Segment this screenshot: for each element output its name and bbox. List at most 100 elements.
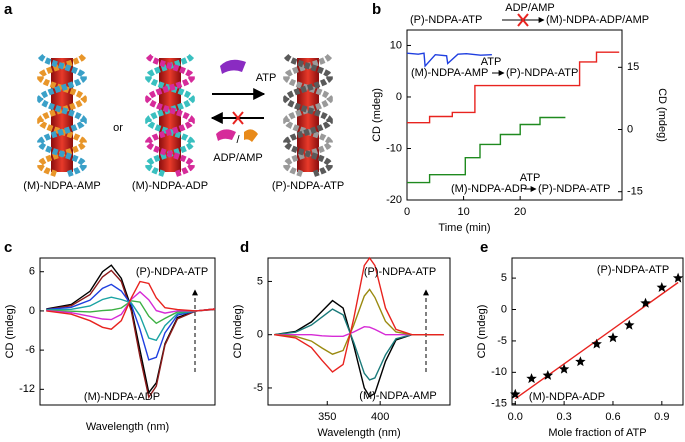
molecule-label: (M)-NDPA-AMP [23,180,100,192]
x-tick-label: 0.9 [654,411,669,423]
x-tick-label: 350 [318,411,336,423]
helix-strand [37,53,87,177]
y2-tick-label: 0 [627,123,633,135]
y-axis-label: CD (mdeg) [232,305,244,359]
panel-label: d [240,239,249,256]
x-tick-label: 0 [404,206,410,218]
y-tick-label: 0 [29,305,35,317]
data-point [672,272,684,283]
data-point [542,370,554,380]
annotation: (M)-NDPA-ADP [84,391,160,403]
data-point [575,356,586,367]
series-line [46,300,216,325]
series-line [46,264,216,395]
series-line [46,280,216,330]
reagent-label: ATP [256,72,277,84]
or-label: or [113,122,123,134]
panel-label: e [480,239,488,256]
annotation: (P)-NDPA-ATP [538,183,610,195]
series-line [46,290,216,321]
helix-core [51,58,73,172]
y-tick-label: 6 [29,266,35,278]
annotation: (P)-NDPA-ATP [410,14,482,26]
annotation: (M)-NDPA-AMP [411,67,488,79]
b-decoration [192,13,545,372]
panel-label: a [4,1,13,18]
blocked-mark [517,13,529,27]
y-tick-label: -5 [497,335,507,347]
helix-strand [145,53,195,177]
annotation: (M)-NDPA-ADP/AMP [546,14,649,26]
series-line [46,296,216,342]
series-line [406,52,492,68]
y-tick-label: -6 [25,344,35,356]
x-axis-label: Wavelength (nm) [86,421,169,433]
data-point [624,319,635,330]
y2-axis-label: CD (mdeg) [656,88,668,142]
y-tick-label: 10 [390,39,402,51]
molecule-label: (P)-NDPA-ATP [272,180,344,192]
x-axis-label: Wavelength (nm) [317,427,400,439]
data-point [510,388,521,399]
x-tick-label: 20 [514,206,526,218]
annotation: ATP [520,172,541,184]
y-axis-label: CD (mdeg) [371,88,383,142]
series-line [274,299,444,398]
slash: / [236,134,240,146]
molecule-label: (M)-NDPA-ADP [132,180,208,192]
y-tick-label: 5 [501,272,507,284]
data-point [607,332,619,343]
series-line [274,308,444,381]
helix-core [297,58,319,172]
atp-icon [220,59,246,74]
y-tick-label: 0 [396,91,402,103]
y-tick-label: -10 [491,366,507,378]
x-tick-label: 0.0 [508,411,523,423]
x-tick-label: 400 [371,411,389,423]
annotation: (P)-NDPA-ATP [136,266,208,278]
y-tick-label: -10 [386,142,402,154]
x-axis-label: Mole fraction of ATP [548,427,646,439]
series-line [274,288,444,355]
y-tick-label: -12 [19,383,35,395]
panel-label: b [372,1,381,18]
y-tick-label: -15 [491,398,507,410]
reagent-label: ADP/AMP [213,152,263,164]
y2-tick-label: 15 [627,61,639,73]
panel-label: c [4,239,12,256]
series-line [274,325,444,337]
x-tick-label: 10 [457,206,469,218]
annotation: ATP [481,56,502,68]
y-tick-label: -5 [253,382,263,394]
series-line [407,51,620,124]
y-tick-label: 0 [501,303,507,315]
series-line [46,269,216,399]
series-line [274,256,444,373]
plot-frame [39,257,216,406]
annotation: (M)-NDPA-AMP [359,390,436,402]
x-tick-label: 0.6 [605,411,620,423]
y-tick-label: -20 [386,194,402,206]
adp-icon [216,129,236,141]
y-axis-label: CD (mdeg) [476,305,488,359]
data-point [558,363,570,374]
annotation: (P)-NDPA-ATP [597,264,669,276]
plot-frame [406,29,623,201]
x-tick-label: 0.3 [556,411,571,423]
plot-frame [267,257,451,406]
data-point [656,282,668,292]
x-axis-label: Time (min) [438,222,490,234]
annotation: (P)-NDPA-ATP [364,266,436,278]
series-line [407,116,566,184]
data-point [640,297,651,308]
annotation: (M)-NDPA-ADP [529,391,605,403]
y2-tick-label: -15 [627,186,643,198]
plot-frame [511,257,684,406]
blocked-mark [232,111,244,125]
y-tick-label: 5 [257,275,263,287]
panel-a [37,53,333,177]
y-tick-label: 0 [257,329,263,341]
amp-icon [244,129,258,142]
y-axis-label: CD (mdeg) [4,305,16,359]
